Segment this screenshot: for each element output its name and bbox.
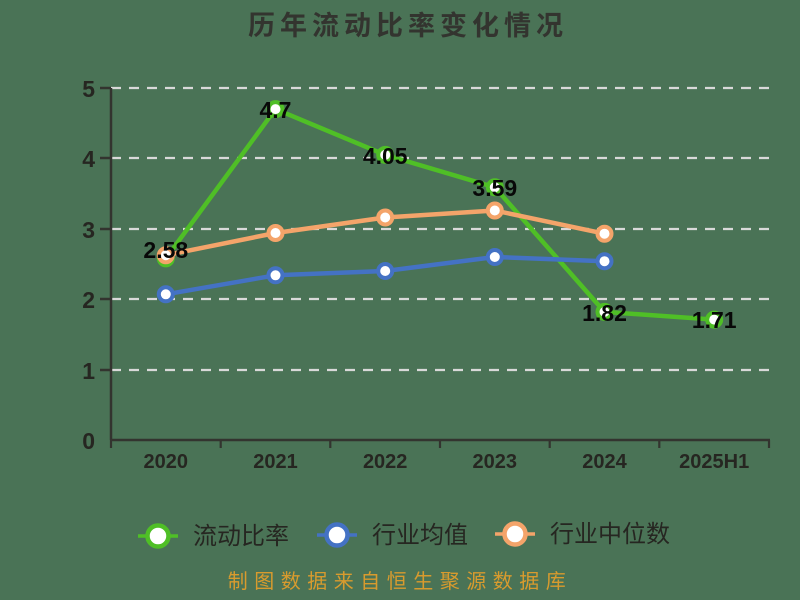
svg-text:2022: 2022 [363,451,408,473]
svg-text:3.59: 3.59 [472,175,517,201]
svg-text:4.7: 4.7 [260,97,292,123]
svg-text:3: 3 [82,217,95,243]
svg-text:1.71: 1.71 [692,307,737,333]
svg-text:2023: 2023 [473,451,518,473]
svg-text:4.05: 4.05 [363,143,408,169]
svg-text:行业均值: 行业均值 [372,522,468,549]
svg-text:1.82: 1.82 [582,300,627,326]
svg-text:2024: 2024 [582,451,627,473]
svg-text:2.58: 2.58 [143,237,188,263]
svg-text:2025H1: 2025H1 [679,451,749,473]
svg-text:0: 0 [82,428,95,454]
svg-text:5: 5 [82,76,95,102]
svg-text:流动比率: 流动比率 [193,523,289,550]
svg-text:2: 2 [82,287,95,313]
svg-text:制图数据来自恒生聚源数据库: 制图数据来自恒生聚源数据库 [228,565,573,594]
svg-text:2020: 2020 [144,451,189,473]
svg-text:行业中位数: 行业中位数 [550,521,670,548]
svg-text:1: 1 [82,358,95,384]
svg-text:4: 4 [82,146,95,172]
svg-text:2021: 2021 [253,451,298,473]
